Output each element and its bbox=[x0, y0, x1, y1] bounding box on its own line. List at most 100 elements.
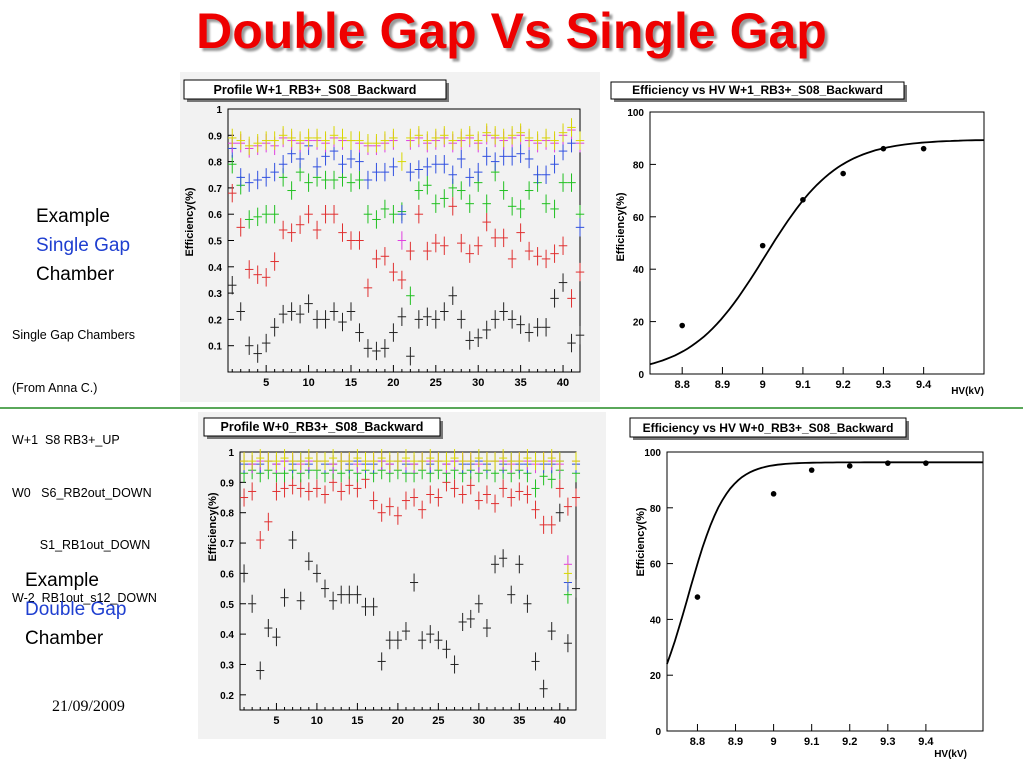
y-tick-label: 80 bbox=[650, 504, 662, 515]
x-tick-label: 9.1 bbox=[795, 379, 810, 391]
section-divider bbox=[0, 407, 1023, 409]
efficiency-vs-hv-chart-single-gap: Efficiency vs HV W+1_RB3+_S08_Backward 0 2… bbox=[606, 72, 1014, 402]
single-gap-label-line3: Chamber bbox=[36, 264, 115, 285]
x-tick-label: 20 bbox=[392, 715, 404, 727]
chart-title: Profile W+0_RB3+_S08_Backward bbox=[221, 420, 424, 434]
x-tick-label: 8.8 bbox=[690, 736, 705, 748]
data-point bbox=[759, 242, 766, 249]
y-tick-label: 1 bbox=[216, 105, 222, 116]
y-tick-label: 80 bbox=[633, 160, 645, 171]
slide-date: 21/09/2009 bbox=[52, 698, 125, 715]
chamber-notes: Single Gap Chambers (From Anna C.) W+1 S… bbox=[12, 292, 157, 625]
chart-title: Efficiency vs HV W+0_RB3+_S08_Backward bbox=[643, 421, 894, 435]
y-tick-label: 40 bbox=[633, 265, 645, 276]
title-box bbox=[610, 81, 905, 100]
double-gap-label-line1: Example bbox=[25, 570, 99, 591]
x-tick-label: 8.8 bbox=[675, 379, 690, 391]
y-tick-label: 0.2 bbox=[208, 315, 222, 326]
y-tick-label: 40 bbox=[650, 615, 662, 626]
single-gap-label-line1: Example bbox=[36, 206, 110, 227]
data-point bbox=[846, 463, 853, 469]
x-tick-label: 15 bbox=[345, 377, 357, 389]
x-tick-label: 30 bbox=[472, 377, 484, 389]
x-tick-label: 9 bbox=[760, 379, 766, 391]
series-0 bbox=[228, 273, 585, 366]
plot-frame bbox=[666, 451, 984, 732]
x-tick-label: 40 bbox=[554, 715, 566, 727]
y-tick-label: 0.7 bbox=[208, 184, 222, 195]
note-line: W+1 S8 RB3+_UP bbox=[12, 433, 120, 447]
x-tick-label: 9.3 bbox=[876, 379, 891, 391]
x-tick-label: 8.9 bbox=[728, 736, 743, 748]
y-tick-label: 20 bbox=[633, 318, 645, 329]
y-tick-label: 60 bbox=[633, 213, 645, 224]
y-tick-label: 0.1 bbox=[208, 342, 222, 353]
fit-curve bbox=[649, 139, 985, 366]
y-tick-label: 1 bbox=[228, 448, 234, 459]
chart-title: Efficiency vs HV W+1_RB3+_S08_Backward bbox=[632, 83, 883, 97]
chart-title: Profile W+1_RB3+_S08_Backward bbox=[214, 83, 417, 97]
y-axis-label: Efficiency(%) bbox=[615, 192, 627, 261]
y-tick-label: 0.3 bbox=[208, 289, 222, 300]
y-tick-label: 0.8 bbox=[220, 509, 234, 520]
y-tick-label: 0.3 bbox=[220, 660, 234, 671]
data-point bbox=[800, 196, 806, 203]
double-gap-label-line3: Chamber bbox=[25, 628, 104, 649]
y-tick-label: 0.5 bbox=[220, 600, 234, 611]
data-point bbox=[694, 594, 701, 600]
y-tick-label: 0.4 bbox=[208, 263, 222, 274]
x-tick-label: 40 bbox=[557, 377, 569, 389]
x-axis-label: HV(kV) bbox=[951, 386, 984, 397]
plot-frame bbox=[239, 451, 577, 711]
data-point bbox=[923, 460, 929, 466]
data-point bbox=[770, 491, 777, 497]
x-tick-label: 15 bbox=[351, 715, 363, 727]
note-line: Single Gap Chambers bbox=[12, 328, 135, 342]
x-tick-label: 25 bbox=[430, 377, 442, 389]
x-tick-label: 5 bbox=[263, 377, 269, 389]
data-point bbox=[885, 460, 891, 466]
x-axis-label: HV(kV) bbox=[934, 749, 967, 760]
title-box bbox=[203, 417, 441, 437]
y-tick-label: 0 bbox=[655, 727, 661, 738]
slide-title: Double Gap Vs Single Gap bbox=[196, 3, 827, 59]
data-point bbox=[840, 170, 846, 177]
x-tick-label: 10 bbox=[311, 715, 323, 727]
y-tick-label: 0.4 bbox=[220, 630, 234, 641]
y-tick-label: 0.7 bbox=[220, 539, 234, 550]
x-tick-label: 9.4 bbox=[916, 379, 932, 391]
y-axis-label: Efficiency(%) bbox=[184, 187, 196, 256]
x-tick-label: 8.9 bbox=[715, 379, 730, 391]
fit-curve bbox=[666, 461, 983, 665]
series-1 bbox=[240, 470, 581, 550]
x-tick-label: 35 bbox=[515, 377, 527, 389]
y-tick-label: 0.9 bbox=[220, 478, 234, 489]
data-point bbox=[679, 322, 685, 329]
data-point bbox=[920, 145, 927, 152]
x-tick-label: 20 bbox=[387, 377, 399, 389]
x-tick-label: 9.2 bbox=[842, 736, 857, 748]
x-tick-label: 9.2 bbox=[836, 379, 851, 391]
y-tick-label: 60 bbox=[650, 560, 662, 571]
y-tick-label: 0.6 bbox=[220, 569, 234, 580]
note-line: W-2 RB1out_s12_DOWN bbox=[12, 590, 157, 605]
x-tick-label: 9.4 bbox=[918, 736, 934, 748]
y-tick-label: 20 bbox=[650, 671, 662, 682]
y-tick-label: 0.2 bbox=[220, 691, 234, 702]
profile-chart-single-gap: Profile W+1_RB3+_S08_Backward 0.1 0.2 0.3 0.… bbox=[180, 72, 600, 402]
double-gap-label-line2: Double Gap bbox=[25, 599, 127, 620]
y-axis-label: Efficiency(%) bbox=[635, 507, 647, 576]
y-axis-label: Efficiency(%) bbox=[207, 492, 219, 561]
series-1 bbox=[228, 183, 585, 308]
series-5 bbox=[228, 118, 585, 171]
y-tick-label: 0.9 bbox=[208, 131, 222, 142]
y-tick-label: 0 bbox=[638, 370, 644, 381]
double-gap-label: Example Double Gap Chamber bbox=[25, 566, 126, 653]
x-tick-label: 25 bbox=[432, 715, 444, 727]
y-tick-label: 0.6 bbox=[208, 210, 222, 221]
y-tick-label: 100 bbox=[644, 448, 661, 459]
note-line: (From Anna C.) bbox=[12, 380, 98, 395]
data-point bbox=[808, 467, 815, 473]
x-tick-label: 10 bbox=[302, 377, 314, 389]
profile-chart-double-gap: Profile W+0_RB3+_S08_Backward 0.2 0.3 0.4 0.… bbox=[198, 412, 606, 739]
